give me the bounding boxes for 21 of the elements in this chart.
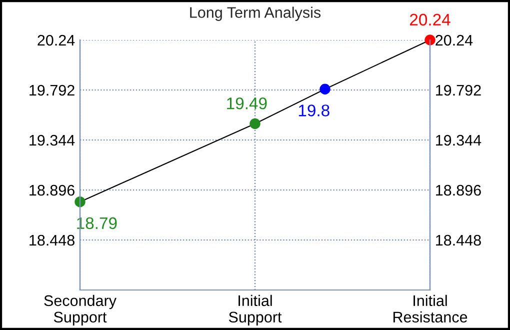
point: [320, 84, 330, 94]
point: [424, 34, 436, 46]
y-tick-label: 18.448: [30, 234, 74, 246]
data-label: 19.8: [298, 104, 330, 116]
y-tick-label: 19.792: [30, 84, 74, 96]
y2-tick-label: 18.448: [436, 234, 481, 246]
x-tick-label: Initial Support: [228, 294, 282, 326]
chart-title: Long Term Analysis: [190, 6, 321, 21]
y-tick-label: 20.24: [38, 34, 75, 46]
y2-tick-label: 18.896: [436, 184, 481, 196]
x-tick-label: Secondary Support: [44, 294, 116, 326]
x-tick-label: Initial Resistance: [393, 294, 468, 323]
y2-tick-label: 19.344: [436, 134, 482, 146]
point: [74, 196, 86, 208]
data-label: 19.49: [227, 98, 267, 110]
y2-tick-label: 20.24: [436, 34, 473, 46]
y2-tick-label: 19.792: [436, 84, 481, 96]
point: [250, 118, 260, 130]
y-tick-label: 19.344: [30, 134, 75, 146]
y-tick-label: 18.896: [30, 184, 74, 196]
data-label: 20.24: [410, 14, 450, 26]
